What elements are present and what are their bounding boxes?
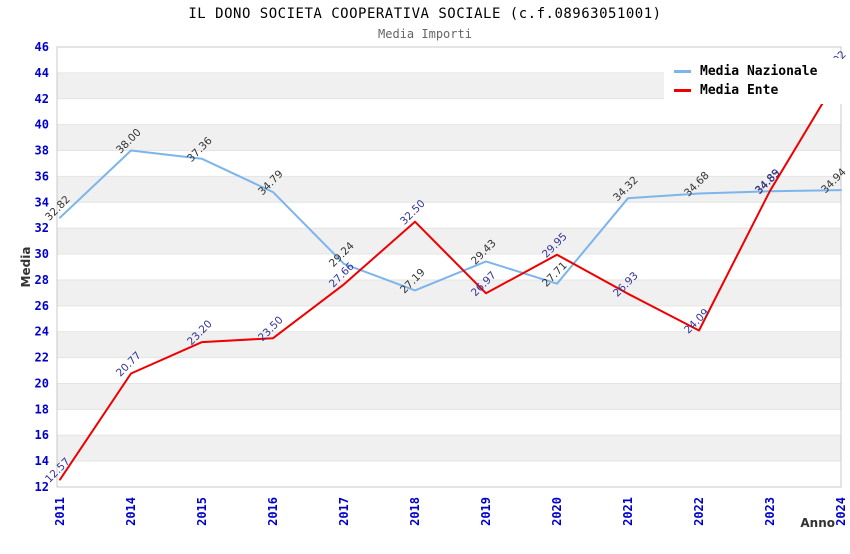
legend-label: Media Ente	[700, 83, 779, 98]
plot-border	[56, 46, 842, 488]
plot-band	[57, 305, 841, 332]
y-axis-tick-label: 42	[35, 92, 49, 106]
legend-item-media-nazionale[interactable]: Media Nazionale	[674, 62, 842, 81]
x-axis-tick-label: 2018	[408, 497, 422, 526]
plot-band	[57, 409, 841, 436]
plot-band	[57, 124, 841, 151]
plot-band	[57, 228, 841, 255]
x-axis-tick-label: 2017	[337, 497, 351, 526]
legend-item-media-ente[interactable]: Media Ente	[674, 81, 842, 100]
y-axis-tick-label: 40	[35, 118, 49, 132]
series-line-media-ente	[59, 71, 842, 481]
plot-band	[57, 461, 841, 487]
y-axis-tick-label: 12	[35, 480, 49, 494]
x-axis-tick-label: 2011	[53, 497, 67, 526]
x-axis-title: Anno	[800, 516, 835, 530]
plot-band	[57, 279, 841, 306]
x-axis-tick-label: 2023	[763, 497, 777, 526]
legend: Media Nazionale Media Ente	[664, 58, 842, 104]
y-axis-tick-label: 20	[35, 376, 49, 390]
y-axis-tick-label: 36	[35, 169, 49, 183]
plot-band	[57, 331, 841, 358]
plot-band	[57, 435, 841, 462]
legend-swatch-media-nazionale-icon	[674, 70, 691, 73]
x-axis-tick-label: 2020	[550, 497, 564, 526]
plot-band	[57, 176, 841, 203]
plot-band	[57, 357, 841, 384]
y-axis-tick-label: 16	[35, 428, 49, 442]
y-axis-tick-label: 22	[35, 351, 49, 365]
y-axis-tick-label: 24	[35, 325, 49, 339]
plot-band	[57, 383, 841, 410]
y-axis-tick-label: 44	[35, 66, 49, 80]
y-axis-title: Media	[19, 247, 33, 288]
y-axis-tick-label: 14	[35, 454, 49, 468]
x-axis-tick-label: 2019	[479, 497, 493, 526]
plot-band	[57, 150, 841, 177]
y-axis-tick-label: 38	[35, 144, 49, 158]
x-axis-tick-label: 2014	[124, 497, 138, 526]
y-axis-tick-label: 28	[35, 273, 49, 287]
x-axis-tick-label: 2016	[266, 497, 280, 526]
plot-band	[57, 202, 841, 229]
series-line-media-nazionale	[59, 149, 842, 292]
y-axis-tick-label: 18	[35, 402, 49, 416]
y-axis-tick-label: 32	[35, 221, 49, 235]
legend-swatch-media-ente-icon	[674, 89, 691, 92]
legend-label: Media Nazionale	[700, 64, 818, 79]
x-axis-tick-label: 2015	[195, 497, 209, 526]
x-axis-tick-label: 2021	[621, 497, 635, 526]
chart-subtitle: Media Importi	[378, 27, 472, 41]
y-axis-tick-label: 30	[35, 247, 49, 261]
x-axis-tick-label: 2024	[834, 497, 848, 526]
y-axis-tick-label: 46	[35, 40, 49, 54]
y-axis-tick-label: 34	[35, 195, 49, 209]
x-axis-tick-label: 2022	[692, 497, 706, 526]
y-axis-tick-label: 26	[35, 299, 49, 313]
chart-title: IL DONO SOCIETA COOPERATIVA SOCIALE (c.f…	[188, 6, 662, 22]
